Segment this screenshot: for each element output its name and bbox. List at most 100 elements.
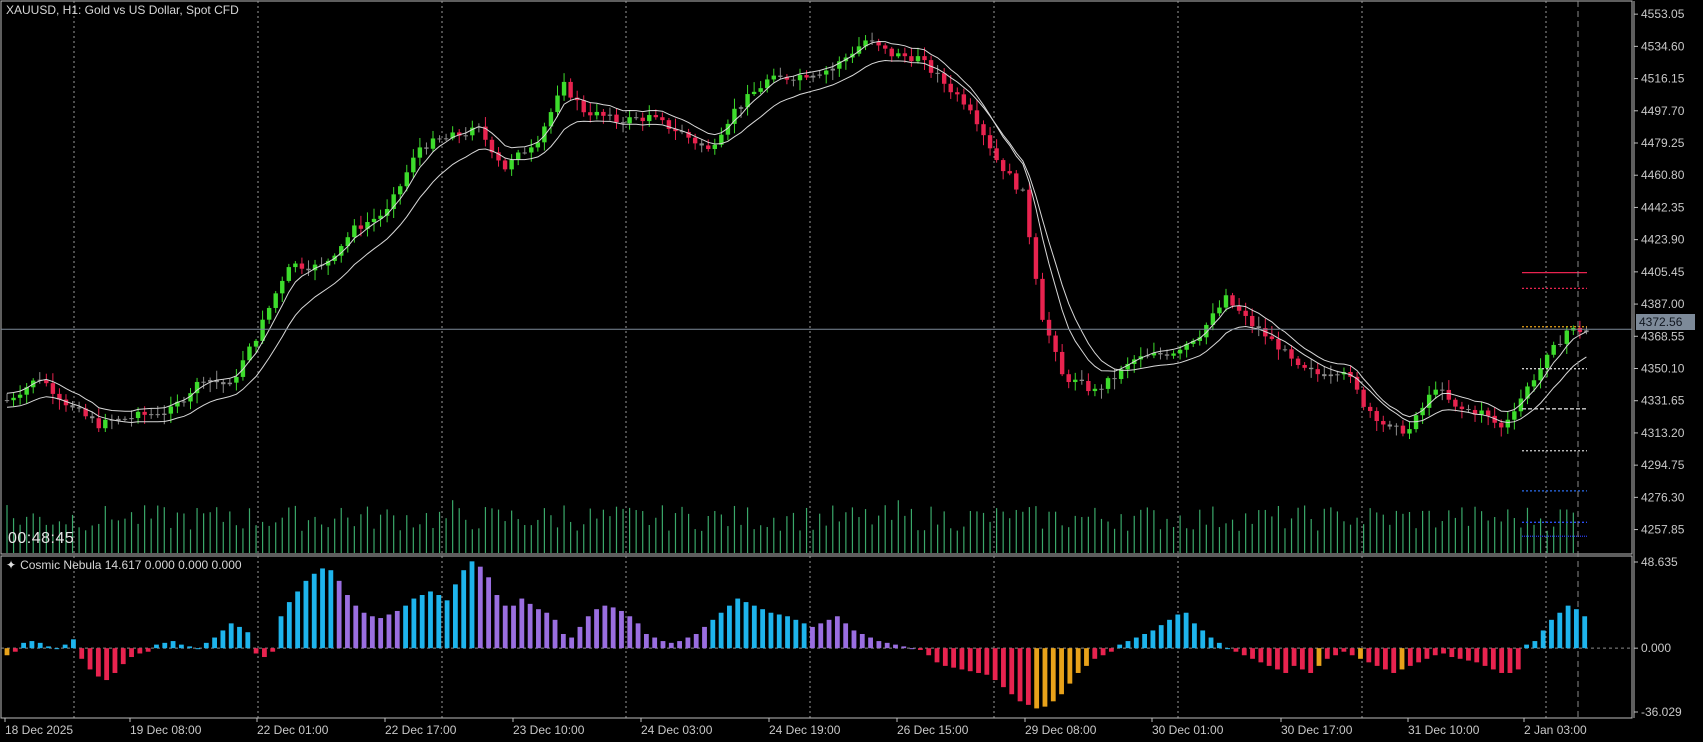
candle-body: [371, 218, 377, 223]
candle-body: [529, 147, 534, 153]
candle-body: [535, 142, 541, 148]
candle-body: [489, 139, 495, 153]
candle-body: [1381, 421, 1386, 425]
histogram-bar: [187, 646, 193, 649]
histogram-bar: [320, 568, 325, 649]
candle-body: [1387, 424, 1393, 427]
candle-body: [417, 147, 423, 158]
candle-body: [1158, 353, 1163, 355]
candle-body: [882, 45, 888, 49]
histogram-bar: [859, 633, 865, 649]
histogram-bar: [245, 632, 251, 649]
candle-body: [1538, 368, 1543, 381]
candle-body: [44, 379, 49, 384]
candle-body: [673, 128, 678, 132]
candle-body: [1505, 419, 1511, 428]
candle-body: [1000, 160, 1006, 172]
histogram-bar: [868, 637, 873, 649]
histogram-bar: [502, 605, 508, 649]
candle-body: [50, 383, 56, 394]
histogram-bar: [37, 642, 43, 649]
candle-body: [1374, 411, 1379, 422]
price-tick-label: 4442.35: [1641, 200, 1685, 214]
candle-body: [784, 76, 790, 80]
histogram-bar: [1233, 648, 1239, 652]
candle-body: [955, 92, 960, 95]
candle-body: [522, 152, 527, 154]
histogram-bar: [178, 644, 184, 649]
candle-body: [640, 117, 645, 122]
candle-body: [437, 138, 442, 140]
histogram-bar: [569, 637, 575, 649]
candle-body: [994, 148, 999, 161]
histogram-bar: [1515, 648, 1521, 670]
candle-body: [1551, 344, 1556, 355]
histogram-bar: [378, 618, 384, 649]
candle-body: [450, 132, 455, 139]
histogram-bar: [884, 642, 890, 649]
time-tick-label: 24 Dec 03:00: [641, 723, 713, 737]
candle-body: [1191, 340, 1196, 344]
histogram-bar: [751, 605, 757, 649]
histogram-bar: [1225, 648, 1231, 650]
histogram-bar: [1416, 648, 1422, 663]
candle-body: [1531, 380, 1537, 387]
histogram-bar: [1324, 648, 1330, 659]
histogram-bar: [1308, 648, 1314, 673]
histogram-bar: [328, 570, 334, 649]
histogram-bar: [1333, 648, 1338, 656]
histogram-bar: [71, 639, 76, 649]
candle-body: [633, 117, 639, 119]
candle-body: [496, 152, 501, 161]
histogram-bar: [444, 600, 450, 649]
candle-body: [515, 152, 521, 160]
histogram-bar: [87, 648, 93, 670]
histogram-bar: [361, 612, 367, 649]
candle-body: [614, 114, 619, 123]
histogram-bar: [311, 573, 317, 649]
candle-body: [1420, 407, 1425, 416]
histogram-bar: [818, 623, 824, 649]
candle-body: [135, 411, 141, 419]
histogram-bar: [1042, 648, 1048, 707]
candle-body: [1302, 365, 1307, 368]
histogram-bar: [1208, 637, 1214, 649]
candle-body: [1577, 328, 1583, 333]
histogram-bar: [46, 646, 51, 649]
histogram-bar: [560, 633, 566, 649]
histogram-bar: [710, 619, 716, 649]
candle-body: [758, 88, 763, 92]
candle-body: [4, 400, 10, 402]
candle-body: [1499, 422, 1504, 428]
candle-body: [817, 74, 822, 76]
histogram-bar: [577, 626, 583, 649]
candle-body: [1354, 376, 1360, 390]
candle-body: [325, 260, 331, 266]
candle-body: [601, 111, 606, 116]
candle-body: [706, 145, 711, 150]
price-tick-label: 4405.45: [1641, 265, 1685, 279]
candle-body: [1059, 351, 1065, 375]
histogram-bar: [486, 577, 492, 649]
main-pane-frame: [0, 0, 1633, 555]
histogram-bar: [345, 595, 350, 649]
candle-body: [863, 40, 868, 47]
candle-body: [804, 75, 809, 78]
candle-body: [555, 95, 560, 113]
histogram-bar: [1374, 648, 1380, 666]
histogram-bar: [1449, 648, 1455, 658]
candle-body: [384, 209, 390, 216]
candle-body: [1073, 379, 1078, 383]
histogram-bar: [21, 642, 27, 649]
histogram-bar: [1399, 648, 1405, 670]
price-tick-label: 4350.10: [1641, 361, 1685, 375]
time-tick-label: 26 Dec 15:00: [897, 723, 969, 737]
candle-body: [129, 418, 134, 420]
histogram-bar: [154, 644, 159, 649]
histogram-bar: [1341, 648, 1347, 652]
histogram-bar: [635, 623, 641, 649]
candle-body: [1584, 330, 1589, 333]
candle-body: [1243, 310, 1248, 316]
histogram-bar: [951, 648, 957, 668]
